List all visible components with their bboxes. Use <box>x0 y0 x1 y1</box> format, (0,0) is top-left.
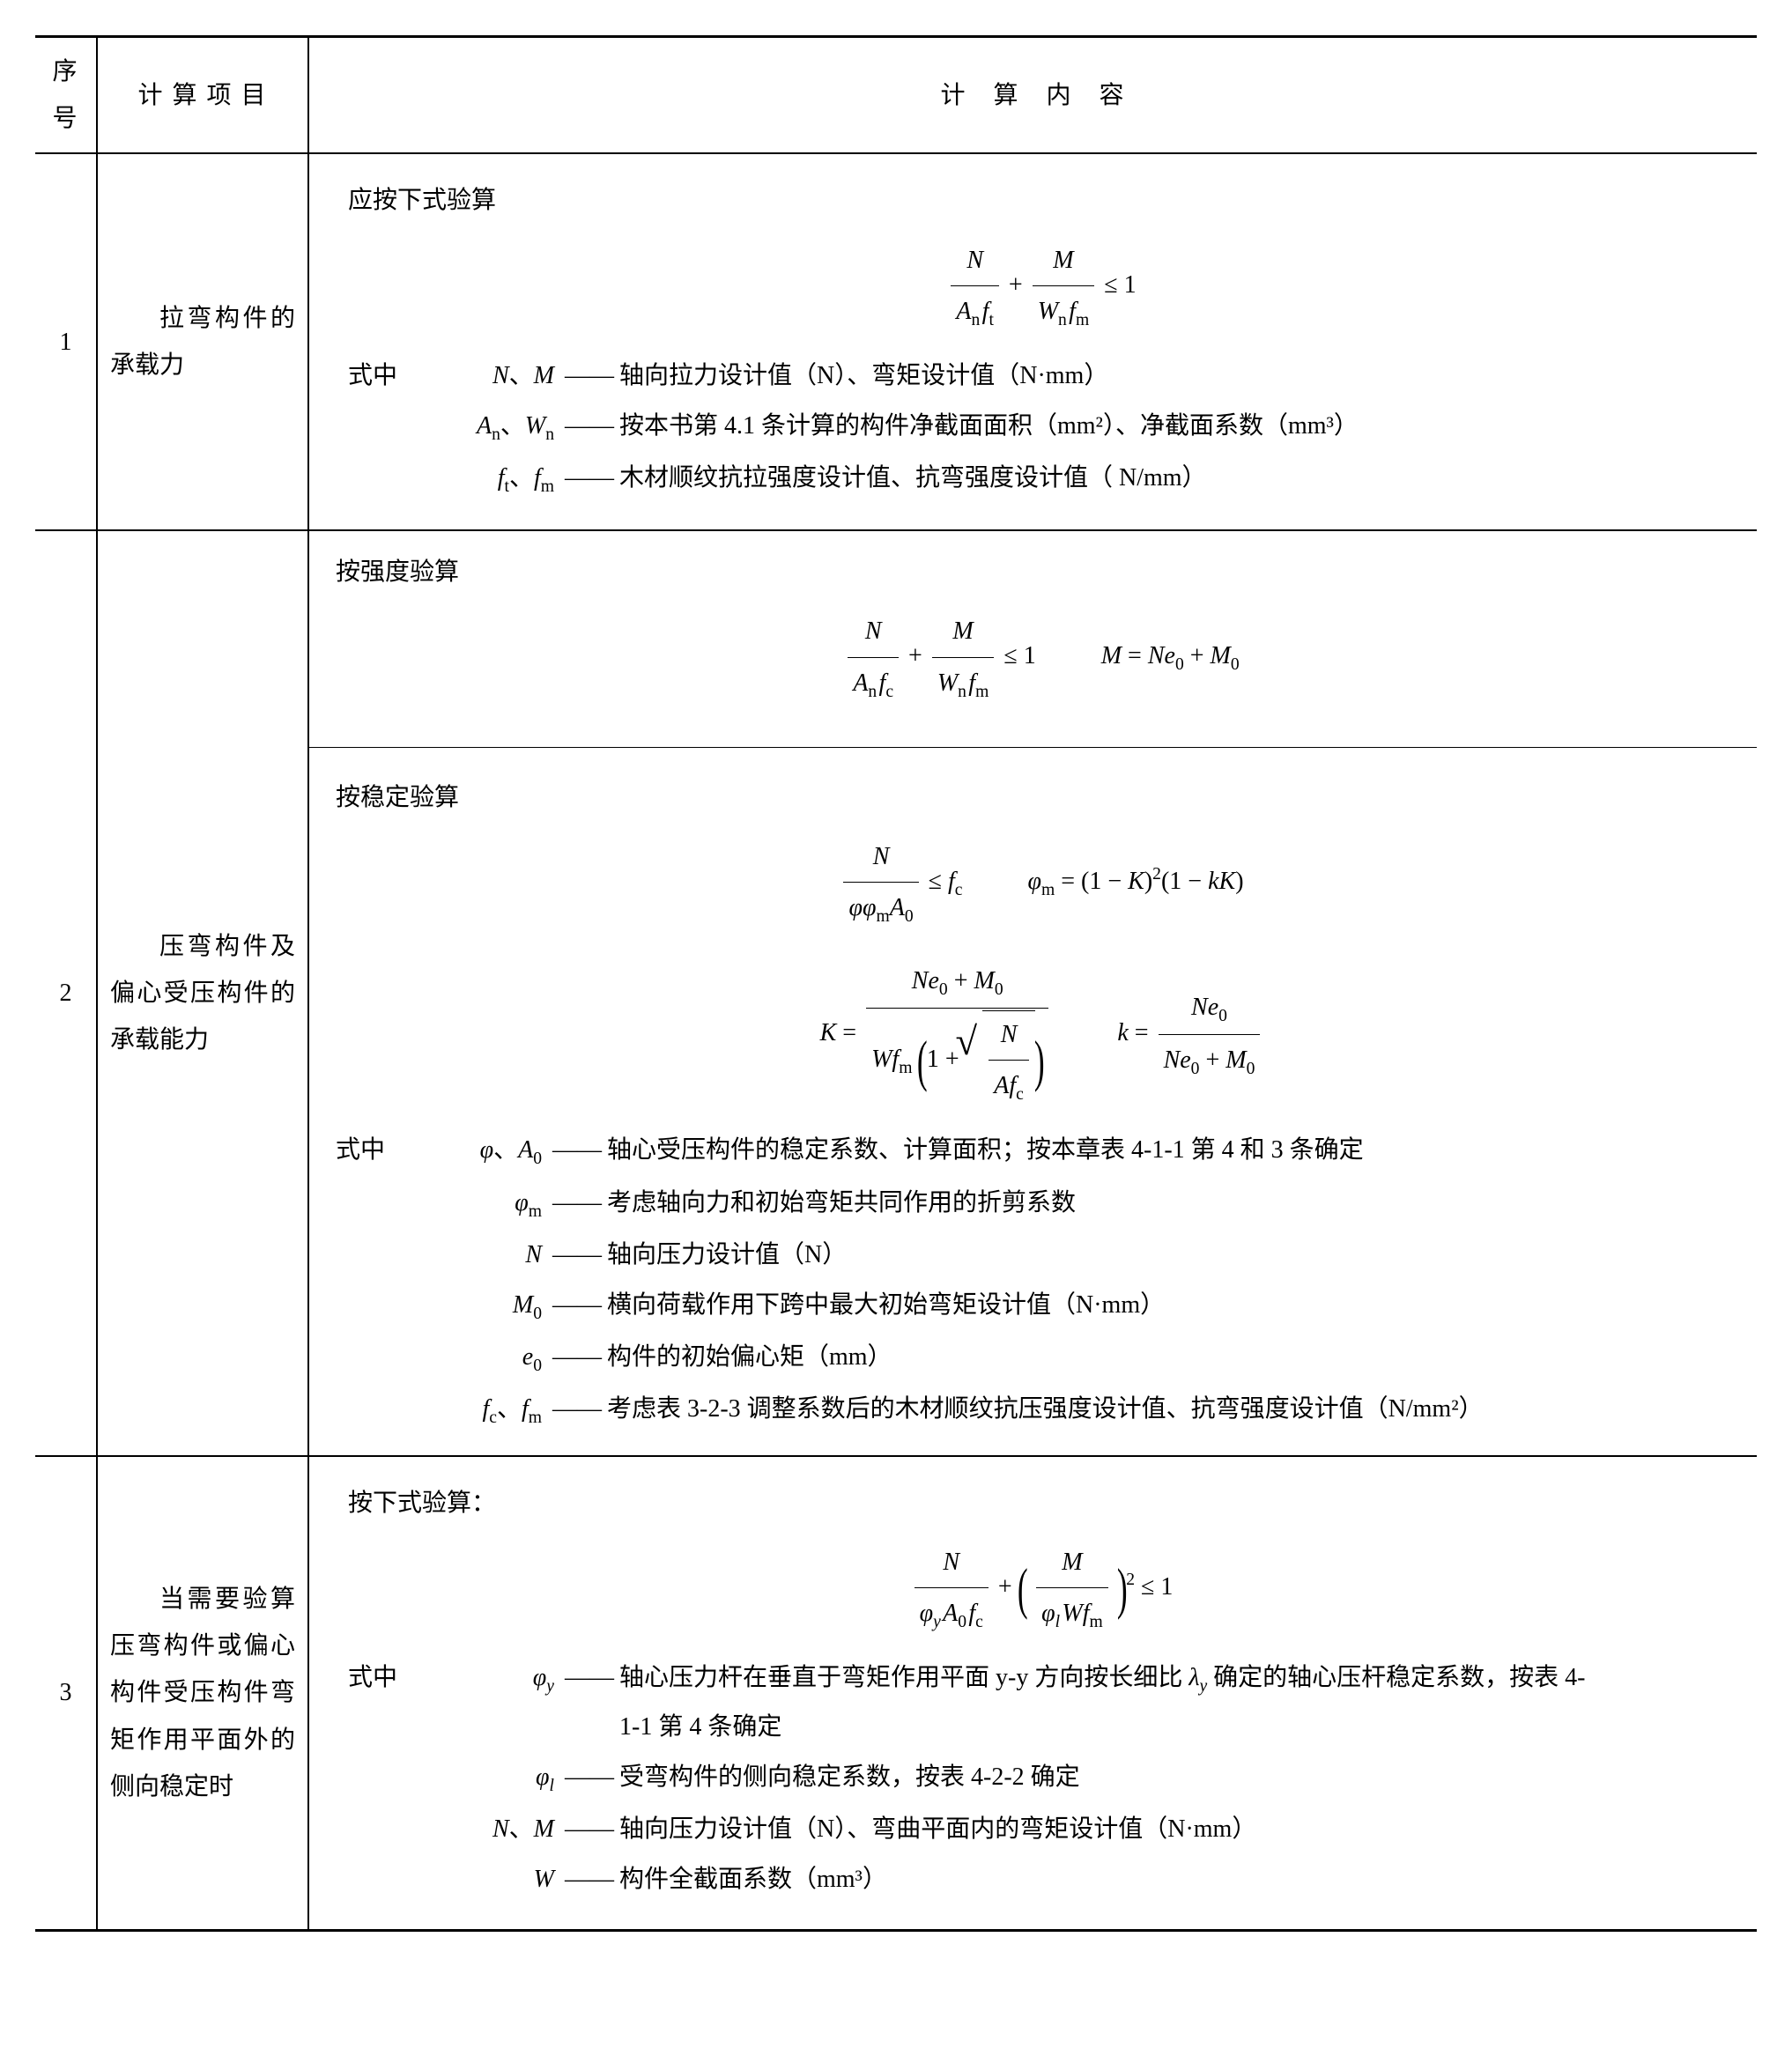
where-desc: 轴心压力杆在垂直于弯矩作用平面 y-y 方向按长细比 λy 确定的轴心压杆稳定系… <box>619 1654 1736 1749</box>
where-sym: N、M <box>427 352 559 399</box>
where-block: 式中 N、M —— 轴向拉力设计值（N）、弯矩设计值（N·mm） An、Wn —… <box>348 352 1736 503</box>
formula: K = Ne0 + M0 Wfm (1 + NAfc) k = <box>336 945 1748 1123</box>
header-row: 序号 计 算 项 目 计 算 内 容 <box>35 37 1757 154</box>
row-item: 当需要验算压弯构件或偏心构件受压构件弯矩作用平面外的侧向稳定时 <box>97 1456 308 1931</box>
where-sym: ft、fm <box>427 455 559 503</box>
where-desc: 考虑表 3-2-3 调整系数后的木材顺纹抗压强度设计值、抗弯强度设计值（N/mm… <box>607 1386 1748 1434</box>
where-sym: fc、fm <box>415 1386 547 1434</box>
row-content: 按强度验算 NAn fc + MWn fm ≤ 1 M = Ne0 + M0 <box>308 530 1757 1456</box>
section-intro: 按下式验算： <box>348 1480 1736 1527</box>
row-num: 2 <box>35 530 97 1456</box>
where-sym: φl <box>427 1754 559 1802</box>
formula: NφφmA0 ≤ fc φm = (1 − K)2(1 − kK) <box>336 821 1748 945</box>
where-sym: φm <box>415 1179 547 1228</box>
section-intro: 按稳定验算 <box>336 774 1748 821</box>
formula: NAn fc + MWn fm ≤ 1 M = Ne0 + M0 <box>336 595 1748 720</box>
where-desc: 考虑轴向力和初始弯矩共同作用的折剪系数 <box>607 1179 1748 1228</box>
where-block: 式中 φy —— 轴心压力杆在垂直于弯矩作用平面 y-y 方向按长细比 λy 确… <box>348 1654 1736 1903</box>
row-content: 应按下式验算 NAn ft + MWn fm ≤ 1 式中 N、M <box>308 153 1757 530</box>
where-desc: 受弯构件的侧向稳定系数，按表 4-2-2 确定 <box>619 1754 1736 1802</box>
where-desc: 构件全截面系数（mm³） <box>619 1856 1736 1903</box>
where-block: 式中 φ、A0 —— 轴心受压构件的稳定系数、计算面积；按本章表 4-1-1 第… <box>336 1127 1748 1434</box>
section-intro: 应按下式验算 <box>348 177 1736 224</box>
where-head: 式中 <box>348 1654 427 1749</box>
table-row: 1 拉弯构件的承载力 应按下式验算 NAn ft + MWn fm ≤ 1 <box>35 153 1757 530</box>
where-sym: W <box>427 1856 559 1903</box>
formula: Nφy A0 fc + ( Mφl Wfm )2 ≤ 1 <box>348 1527 1736 1651</box>
where-sym: N <box>415 1231 547 1278</box>
table-row: 3 当需要验算压弯构件或偏心构件受压构件弯矩作用平面外的侧向稳定时 按下式验算：… <box>35 1456 1757 1931</box>
where-desc: 轴心受压构件的稳定系数、计算面积；按本章表 4-1-1 第 4 和 3 条确定 <box>607 1127 1748 1175</box>
header-content: 计 算 内 容 <box>308 37 1757 154</box>
table-row: 2 压弯构件及偏心受压构件的承载能力 按强度验算 NAn fc + MWn fm… <box>35 530 1757 1456</box>
header-num: 序号 <box>35 37 97 154</box>
row-item: 压弯构件及偏心受压构件的承载能力 <box>97 530 308 1456</box>
formula: NAn ft + MWn fm ≤ 1 <box>348 225 1736 349</box>
header-item: 计 算 项 目 <box>97 37 308 154</box>
row-num: 1 <box>35 153 97 530</box>
section-intro: 按强度验算 <box>336 549 1748 595</box>
where-sym: e0 <box>415 1334 547 1382</box>
row-content: 按下式验算： Nφy A0 fc + ( Mφl Wfm )2 ≤ 1 <box>308 1456 1757 1931</box>
where-sym: M0 <box>415 1282 547 1330</box>
where-desc: 轴向拉力设计值（N）、弯矩设计值（N·mm） <box>619 352 1736 399</box>
row-num: 3 <box>35 1456 97 1931</box>
where-desc: 按本书第 4.1 条计算的构件净截面面积（mm²）、净截面系数（mm³） <box>619 403 1736 451</box>
where-head: 式中 <box>336 1127 415 1175</box>
where-head: 式中 <box>348 352 427 399</box>
where-desc: 轴向压力设计值（N） <box>607 1231 1748 1278</box>
where-desc: 构件的初始偏心矩（mm） <box>607 1334 1748 1382</box>
where-desc: 横向荷载作用下跨中最大初始弯矩设计值（N·mm） <box>607 1282 1748 1330</box>
calc-table: 序号 计 算 项 目 计 算 内 容 1 拉弯构件的承载力 应按下式验算 NAn… <box>35 35 1757 1932</box>
where-sym: N、M <box>427 1806 559 1852</box>
row-item: 拉弯构件的承载力 <box>97 153 308 530</box>
where-sym: An、Wn <box>427 403 559 451</box>
where-desc: 木材顺纹抗拉强度设计值、抗弯强度设计值（ N/mm） <box>619 455 1736 503</box>
where-sym: φy <box>427 1654 559 1749</box>
where-desc: 轴向压力设计值（N）、弯曲平面内的弯矩设计值（N·mm） <box>619 1806 1736 1852</box>
where-sym: φ、A0 <box>415 1127 547 1175</box>
